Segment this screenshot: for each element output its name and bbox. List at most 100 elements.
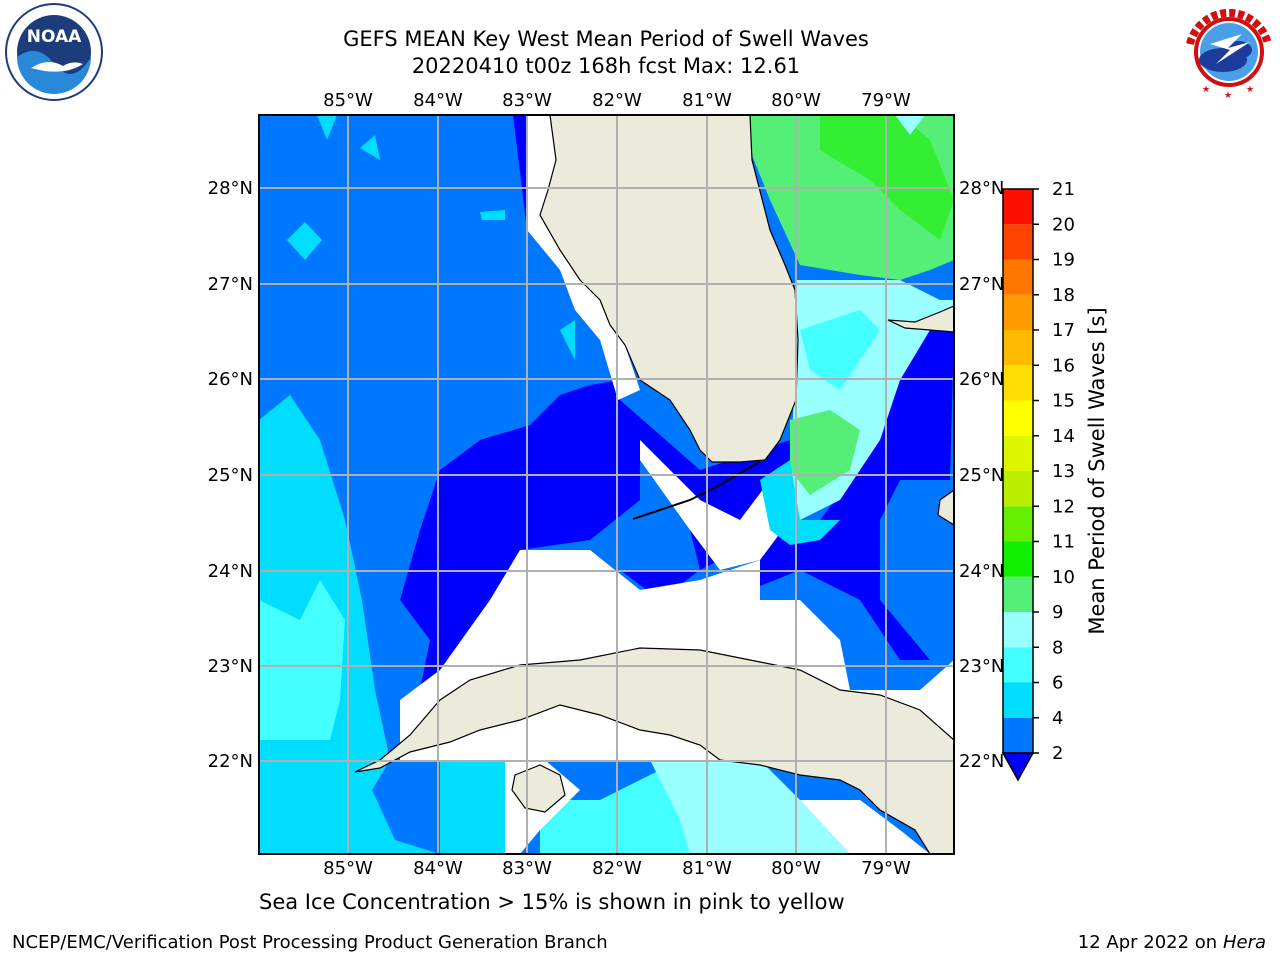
noaa-logo-text: NOAA xyxy=(27,27,82,47)
footer-date: 12 Apr 2022 on Hera xyxy=(1078,932,1266,953)
colorbar-bin xyxy=(1003,189,1033,225)
lat-label-left: 28°N xyxy=(208,178,253,199)
noaa-logo-icon: NOAA xyxy=(5,3,103,101)
lon-label-bottom: 83°W xyxy=(502,858,552,879)
swell-zone-8-9-ne-spot xyxy=(895,115,925,135)
lon-label-top: 79°W xyxy=(861,90,911,111)
lat-label-left: 24°N xyxy=(208,561,253,582)
lon-label-bottom: 85°W xyxy=(323,858,373,879)
cuba-land xyxy=(354,647,954,854)
colorbar-tick-label: 17 xyxy=(1052,320,1075,341)
swell-spot-1 xyxy=(317,115,337,140)
lon-label-bottom: 82°W xyxy=(592,858,642,879)
bahamas-land xyxy=(887,305,954,333)
lat-label-left: 26°N xyxy=(208,369,253,390)
nws-logo-icon: ★ ★ ★ xyxy=(1183,6,1275,100)
lat-label-right: 25°N xyxy=(959,465,1004,486)
colorbar-tick-label: 18 xyxy=(1052,285,1075,306)
colorbar-bin xyxy=(1003,682,1033,718)
lon-label-top: 83°W xyxy=(502,90,552,111)
lat-labels-left: 28°N 27°N 26°N 25°N 24°N 23°N 22°N xyxy=(208,178,253,772)
swell-zone-under-2-central xyxy=(400,115,954,700)
colorbar-tick-label: 16 xyxy=(1052,355,1075,376)
colorbar-bin xyxy=(1003,259,1033,295)
colorbar-bin xyxy=(1003,647,1033,683)
colorbar-bin xyxy=(1003,294,1033,330)
lat-label-left: 22°N xyxy=(208,751,253,772)
lon-label-top: 80°W xyxy=(771,90,821,111)
lat-label-right: 24°N xyxy=(959,561,1004,582)
map-area xyxy=(259,115,954,854)
chart-subtitle: 20220410 t00z 168h fcst Max: 12.61 xyxy=(411,54,801,78)
colorbar: 2 4 6 8 9 10 11 12 13 14 15 16 17 18 19 20 21 xyxy=(1001,179,1075,782)
lat-label-right: 26°N xyxy=(959,369,1004,390)
swell-spot-3 xyxy=(287,222,322,260)
colorbar-tick-label: 19 xyxy=(1052,250,1075,271)
colorbar-bin xyxy=(1003,576,1033,612)
colorbar-tick-label: 4 xyxy=(1052,708,1063,729)
map-frame xyxy=(258,114,955,855)
andros-land xyxy=(937,489,954,526)
keys-islands xyxy=(632,461,761,520)
colorbar-label: Mean Period of Swell Waves [s] xyxy=(1085,307,1109,635)
swell-zone-4-6-east xyxy=(760,460,840,545)
colorbar-bin xyxy=(1003,400,1033,436)
footer-date-text: 12 Apr 2022 on xyxy=(1077,932,1223,953)
nodata-keys xyxy=(640,440,790,570)
swell-zone-9-10-east xyxy=(790,410,860,495)
colorbar-tick-label: 20 xyxy=(1052,214,1075,235)
svg-text:★: ★ xyxy=(1202,85,1210,95)
colorbar-tick-label: 12 xyxy=(1052,496,1075,517)
svg-text:★: ★ xyxy=(1246,85,1254,95)
lat-labels-right: 28°N 27°N 26°N 25°N 24°N 23°N 22°N xyxy=(959,178,1004,772)
colorbar-tick-label: 8 xyxy=(1052,637,1063,658)
swell-spot-5 xyxy=(560,320,575,360)
isle-of-youth-land xyxy=(511,764,566,813)
lon-labels-bottom: 85°W 84°W 83°W 82°W 81°W 80°W 79°W xyxy=(323,858,911,879)
colorbar-bin xyxy=(1003,612,1033,648)
swell-spot-2 xyxy=(360,135,380,160)
footer-host: Hera xyxy=(1222,932,1266,953)
lon-label-bottom: 84°W xyxy=(413,858,463,879)
nodata-se xyxy=(800,800,930,854)
colorbar-tick-label: 11 xyxy=(1052,532,1075,553)
sea-ice-note: Sea Ice Concentration > 15% is shown in … xyxy=(259,890,845,914)
colorbar-tick-label: 15 xyxy=(1052,391,1075,412)
swell-zone-6-8-west xyxy=(259,580,345,740)
lon-label-bottom: 81°W xyxy=(682,858,732,879)
lat-label-left: 27°N xyxy=(208,274,253,295)
lon-label-bottom: 79°W xyxy=(861,858,911,879)
svg-text:★: ★ xyxy=(1224,91,1232,100)
swell-zone-6-8-east xyxy=(800,310,880,390)
lat-label-left: 25°N xyxy=(208,465,253,486)
swell-zone-4-6-south xyxy=(440,760,510,854)
graticule xyxy=(259,115,954,854)
chart-title: GEFS MEAN Key West Mean Period of Swell … xyxy=(343,27,869,51)
colorbar-tick-label: 13 xyxy=(1052,461,1075,482)
colorbar-tick-label: 2 xyxy=(1052,743,1063,764)
lat-label-right: 27°N xyxy=(959,274,1004,295)
lon-label-top: 81°W xyxy=(682,90,732,111)
colorbar-tick-label: 9 xyxy=(1052,602,1063,623)
colorbar-bin xyxy=(1003,330,1033,366)
florida-land xyxy=(539,115,799,463)
swell-spot-4 xyxy=(480,210,505,220)
lat-label-right: 22°N xyxy=(959,751,1004,772)
colorbar-bin xyxy=(1003,717,1033,753)
lat-label-right: 23°N xyxy=(959,656,1004,677)
colorbar-under-arrow xyxy=(1001,752,1035,782)
colorbar-tick-label: 6 xyxy=(1052,673,1063,694)
colorbar-bin xyxy=(1003,365,1033,401)
lat-label-left: 23°N xyxy=(208,656,253,677)
colorbar-bin xyxy=(1003,541,1033,577)
lon-label-top: 85°W xyxy=(323,90,373,111)
colorbar-tick-label: 14 xyxy=(1052,426,1075,447)
footer-branch: NCEP/EMC/Verification Post Processing Pr… xyxy=(12,932,608,953)
lat-label-right: 28°N xyxy=(959,178,1004,199)
colorbar-bin xyxy=(1003,224,1033,260)
lon-label-bottom: 80°W xyxy=(771,858,821,879)
lon-labels-top: 85°W 84°W 83°W 82°W 81°W 80°W 79°W xyxy=(323,90,911,111)
lon-label-top: 82°W xyxy=(592,90,642,111)
colorbar-bin xyxy=(1003,435,1033,471)
colorbar-bin xyxy=(1003,471,1033,507)
